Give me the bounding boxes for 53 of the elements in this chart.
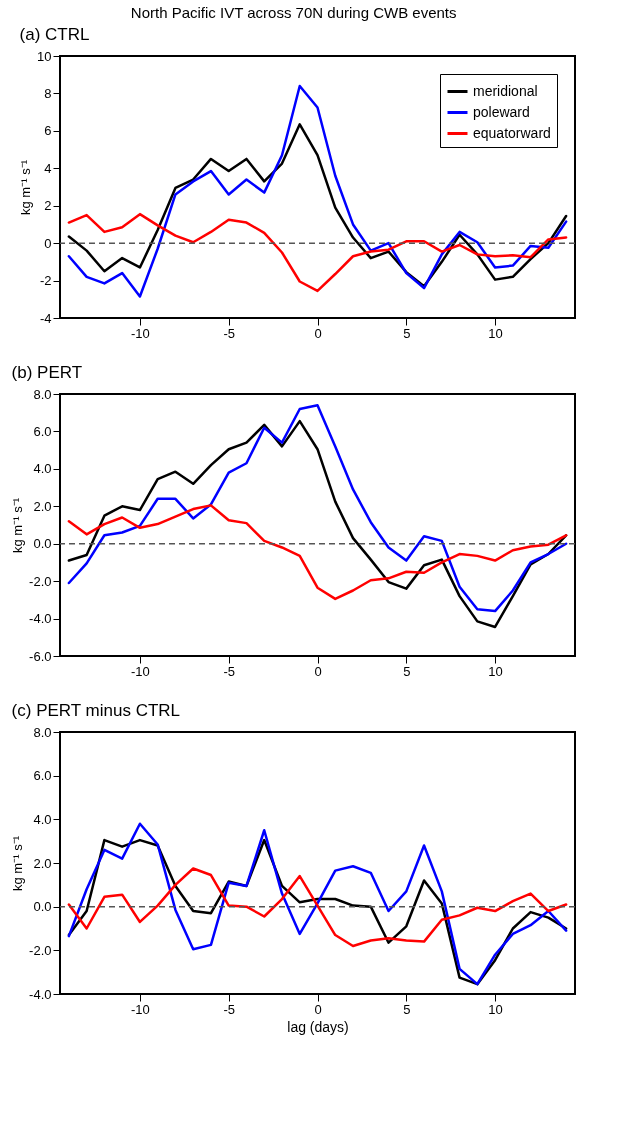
y-tick-label: -4.0	[29, 611, 52, 627]
legend-label: poleward	[473, 103, 530, 120]
line-series	[67, 504, 568, 601]
y-tick-label: 0.0	[33, 899, 52, 915]
y-tick-label: -2.0	[29, 573, 52, 589]
y-tick-label: 6.0	[33, 768, 52, 784]
x-tick-label: -5	[223, 1001, 235, 1017]
y-tick-label: 2.0	[33, 498, 52, 514]
y-tick-label: 10	[37, 48, 52, 64]
chart-title: North Pacific IVT across 70N during CWB events	[130, 4, 457, 21]
y-tick-label: 4	[44, 160, 52, 176]
x-tick-label: 5	[403, 325, 411, 341]
y-tick-label: 2.0	[33, 855, 52, 871]
x-tick-label: 0	[314, 1001, 322, 1017]
chart-title: (c) PERT minus CTRL	[11, 701, 181, 720]
x-axis-title: lag (days)	[287, 1018, 349, 1035]
y-axis-title: kg m⁻¹ s⁻¹	[10, 835, 26, 891]
y-axis-title: kg m⁻¹ s⁻¹	[10, 497, 26, 553]
y-tick-label: 4.0	[33, 461, 52, 477]
y-tick-label: -2.0	[29, 942, 52, 958]
y-tick-label: 8.0	[33, 724, 52, 740]
y-tick-label: -4.0	[29, 986, 52, 1002]
y-tick-label: 2	[44, 198, 52, 214]
y-tick-label: 6	[44, 123, 52, 139]
x-tick-label: 10	[488, 663, 503, 679]
x-tick-label: -5	[223, 663, 235, 679]
legend-label: equatorward	[473, 124, 551, 141]
legend-label: meridional	[473, 82, 538, 99]
x-tick-label: -10	[131, 1001, 150, 1017]
y-tick-label: -6.0	[29, 648, 52, 664]
x-tick-label: 10	[488, 325, 503, 341]
x-tick-label: -10	[131, 325, 150, 341]
line-series	[67, 84, 568, 298]
x-tick-label: -10	[131, 663, 150, 679]
y-tick-label: 8	[44, 85, 52, 101]
x-tick-label: 5	[403, 663, 411, 679]
y-tick-label: 6.0	[33, 423, 52, 439]
x-tick-label: -5	[223, 325, 235, 341]
line-series	[67, 867, 568, 948]
x-tick-label: 0	[314, 325, 322, 341]
chart-subtitle: (a) CTRL	[19, 25, 90, 44]
x-tick-label: 10	[488, 1001, 503, 1017]
x-tick-label: 5	[403, 1001, 411, 1017]
y-tick-label: 0	[44, 235, 52, 251]
x-tick-label: 0	[314, 663, 322, 679]
y-tick-label: 8.0	[33, 386, 52, 402]
y-tick-label: -4	[39, 310, 52, 326]
y-tick-label: 0.0	[33, 536, 52, 552]
y-tick-label: -2	[39, 273, 52, 289]
chart-title: (b) PERT	[11, 363, 83, 382]
y-tick-label: 4.0	[33, 811, 52, 827]
y-axis-title: kg m⁻¹ s⁻¹	[18, 159, 34, 215]
line-series	[67, 212, 568, 293]
